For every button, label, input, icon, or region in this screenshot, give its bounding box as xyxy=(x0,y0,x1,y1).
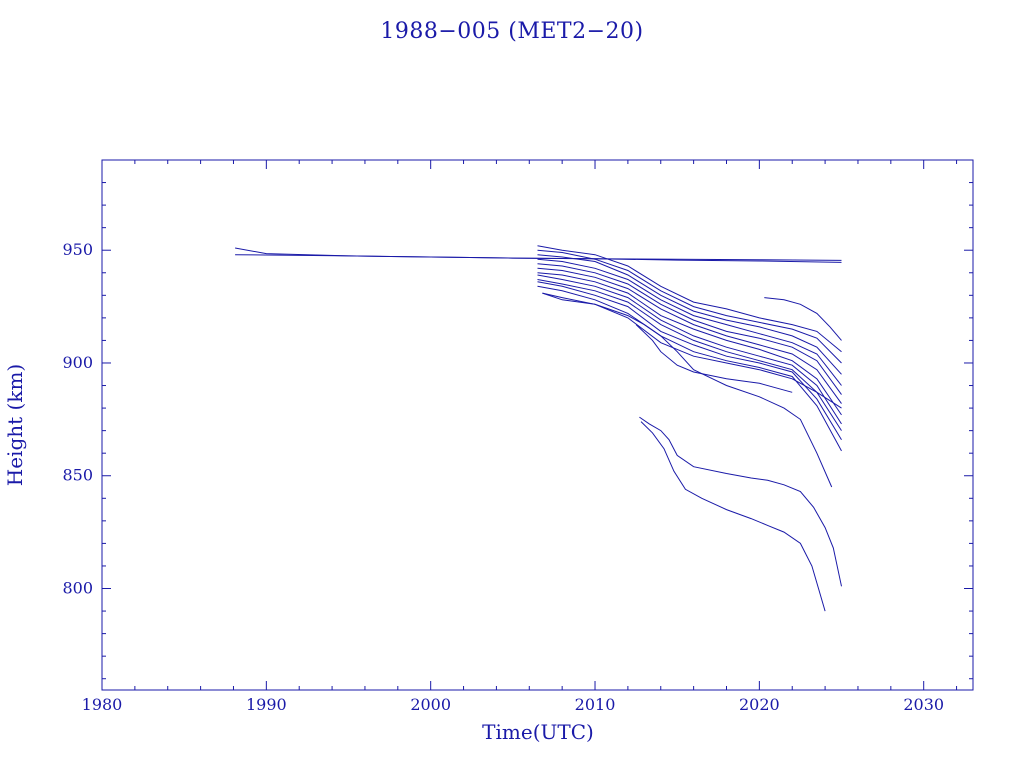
series-line xyxy=(537,272,842,416)
series-line xyxy=(640,421,826,612)
x-axis-label: Time(UTC) xyxy=(482,720,594,744)
y-tick-label: 850 xyxy=(62,466,93,485)
x-tick-label: 2030 xyxy=(903,695,944,714)
y-tick-label: 900 xyxy=(62,353,93,372)
series-line xyxy=(537,281,842,440)
series-group xyxy=(235,245,842,612)
axis-ticks xyxy=(101,159,973,690)
y-axis-label: Height (km) xyxy=(3,364,27,486)
x-tick-label: 2020 xyxy=(739,695,780,714)
plot-frame xyxy=(101,159,974,691)
series-line xyxy=(542,292,833,488)
series-line xyxy=(537,263,842,395)
axis-tick-labels: 1980 1990 2000 2010 2020 2030 800 850 900 950 xyxy=(62,240,944,714)
series-line xyxy=(635,324,793,393)
series-line xyxy=(537,258,842,386)
x-tick-label: 2010 xyxy=(575,695,616,714)
series-line xyxy=(537,285,842,452)
series-line xyxy=(537,254,842,375)
x-tick-label: 2000 xyxy=(410,695,451,714)
y-tick-label: 950 xyxy=(62,240,93,259)
series-line xyxy=(537,267,842,404)
x-tick-label: 1990 xyxy=(246,695,287,714)
y-tick-label: 800 xyxy=(62,579,93,598)
series-line xyxy=(764,297,842,341)
series-line xyxy=(537,249,842,364)
series-line xyxy=(235,254,842,261)
series-line xyxy=(537,279,842,431)
series-line xyxy=(639,416,842,587)
series-line xyxy=(537,245,842,353)
series-line xyxy=(537,274,842,425)
x-tick-label: 1980 xyxy=(82,695,123,714)
chart-title: 1988−005 (MET2−20) xyxy=(380,19,643,44)
series-line xyxy=(542,292,842,409)
